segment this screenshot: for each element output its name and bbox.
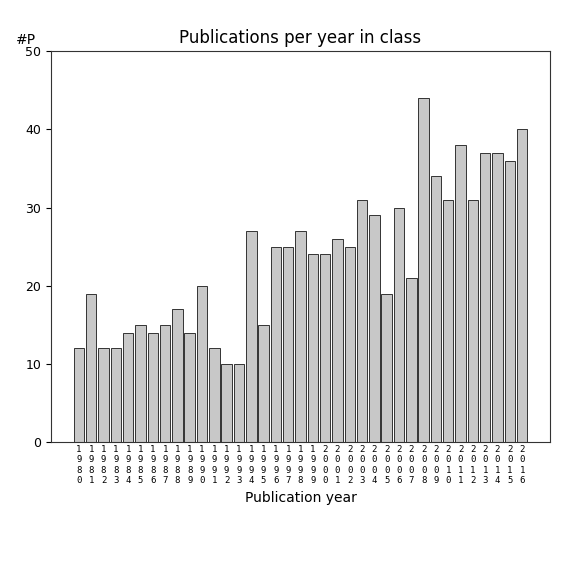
Bar (147, 333, 158, 442)
Bar (332, 239, 342, 442)
Bar (197, 286, 208, 442)
Title: Publications per year in class: Publications per year in class (179, 29, 422, 46)
Bar (406, 278, 417, 442)
Bar (111, 348, 121, 442)
Bar (517, 129, 527, 442)
Bar (345, 247, 355, 442)
Bar (74, 348, 84, 442)
Bar (455, 145, 466, 442)
Text: #P: #P (16, 33, 36, 47)
Bar (393, 208, 404, 442)
Bar (320, 255, 331, 442)
Bar (98, 348, 109, 442)
Bar (86, 294, 96, 442)
Bar (357, 200, 367, 442)
Bar (270, 247, 281, 442)
Bar (431, 176, 441, 442)
Bar (492, 153, 503, 442)
Bar (369, 215, 379, 442)
Bar (418, 98, 429, 442)
Bar (246, 231, 256, 442)
Bar (382, 294, 392, 442)
Bar (209, 348, 219, 442)
Bar (443, 200, 454, 442)
Bar (136, 325, 146, 442)
Bar (234, 364, 244, 442)
X-axis label: Publication year: Publication year (244, 491, 357, 505)
Bar (259, 325, 269, 442)
Bar (307, 255, 318, 442)
Bar (480, 153, 490, 442)
Bar (172, 309, 183, 442)
Bar (222, 364, 232, 442)
Bar (295, 231, 306, 442)
Bar (123, 333, 133, 442)
Bar (468, 200, 478, 442)
Bar (160, 325, 170, 442)
Bar (184, 333, 195, 442)
Bar (283, 247, 294, 442)
Bar (505, 160, 515, 442)
